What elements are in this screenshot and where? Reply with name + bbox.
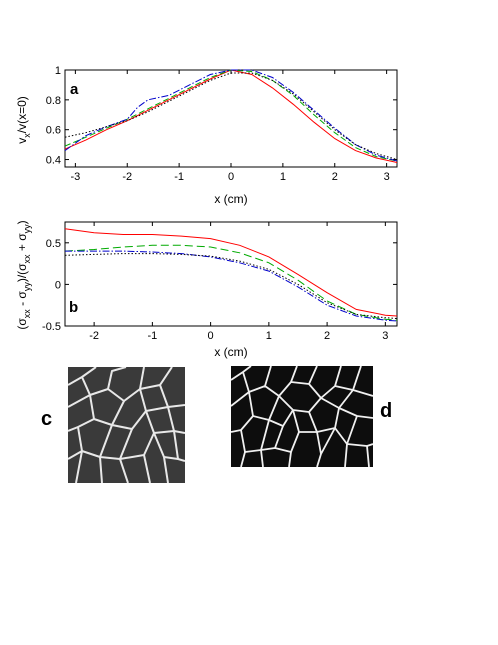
panel-b-xtick-label: 2 (324, 330, 330, 342)
panel-a-ytick-label: 0.6 (46, 125, 61, 137)
panel-d-label: d (380, 400, 393, 422)
panel-b-series-line-3 (65, 250, 398, 322)
panel-a-xtick-label: 0 (228, 171, 234, 183)
panel-b-plot: -2 -1 0 1 2 3 -0.5 0 0.5 b x (cm) (σxx - σyy)/(σ… (15, 220, 398, 359)
panel-a-ytick-label: 0.8 (46, 95, 61, 107)
panel-a-series-line-1 (64, 69, 398, 163)
panel-a-xtick-label: 3 (384, 171, 390, 183)
panel-b-xtick-label: 0 (208, 330, 214, 342)
panel-b-axes-box (64, 221, 398, 327)
panel-b-xtick-label: -1 (147, 330, 157, 342)
panel-a-ticks: -3 -2 -1 0 1 2 3 0.4 0.6 0.8 1 (46, 65, 397, 183)
panel-a-series (64, 69, 398, 163)
panel-a-ylabel: vx/v(x=0) (15, 96, 32, 144)
panel-a-xtick-label: -3 (70, 171, 80, 183)
panel-b-xlabel: x (cm) (214, 345, 247, 359)
panel-a-ytick-label: 0.4 (46, 155, 61, 167)
panel-b-series-line-4 (64, 253, 398, 319)
panel-a-series-line-3 (64, 69, 398, 162)
panel-a-xtick-label: -1 (174, 171, 184, 183)
panel-b-ytick-label: 0 (55, 279, 61, 291)
panel-c-cell-network (68, 367, 185, 483)
panel-a-axes-box (64, 69, 398, 168)
panel-a-xtick-label: 2 (332, 171, 338, 183)
panel-b-series (64, 228, 398, 322)
panel-b-ytick-label: -0.5 (42, 321, 61, 333)
panel-b-series-line-1 (64, 228, 398, 317)
panel-b-xtick-label: -2 (89, 330, 99, 342)
panel-a-ytick-label: 1 (55, 65, 61, 77)
panel-a-xtick-label: 1 (280, 171, 286, 183)
panel-b-ytick-label: 0.5 (46, 238, 61, 250)
panel-c-micrograph (68, 367, 185, 483)
panel-a-label: a (70, 81, 79, 98)
panel-b-xtick-label: 3 (382, 330, 388, 342)
panel-b-label: b (69, 299, 78, 316)
panel-b-ticks: -2 -1 0 1 2 3 -0.5 0 0.5 (42, 222, 397, 342)
panel-b-xtick-label: 1 (266, 330, 272, 342)
panel-a-plot: -3 -2 -1 0 1 2 3 0.4 0.6 0.8 1 a x (cm) vx/v(x=0) (15, 65, 398, 206)
panel-a-xlabel: x (cm) (214, 192, 247, 206)
panel-a-series-line-4 (64, 72, 398, 160)
panel-d-micrograph (231, 366, 373, 467)
panel-a-series-line-2 (64, 69, 398, 162)
panel-a-xtick-label: -2 (122, 171, 132, 183)
panel-b-series-line-2 (64, 244, 398, 321)
panel-d-cell-network (231, 366, 373, 467)
panel-c-label: c (41, 408, 53, 430)
panel-b-ylabel: (σxx - σyy)/(σxx + σyy) (15, 220, 32, 329)
